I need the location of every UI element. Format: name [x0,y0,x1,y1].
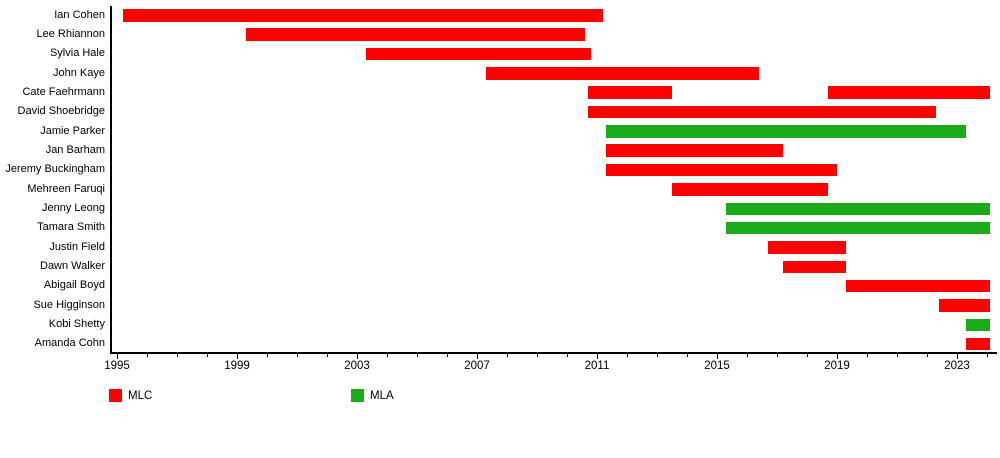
gantt-bar-mla [726,221,990,235]
gantt-bar-mlc [828,86,990,99]
major-tick [117,353,119,359]
gantt-bar-mla [606,125,966,138]
row-label: Dawn Walker [40,260,105,273]
minor-tick [687,353,689,357]
row-label: Kobi Shetty [48,318,105,331]
row-label: Jan Barham [45,143,105,156]
minor-tick [927,353,929,357]
gantt-bar-mlc [366,47,591,61]
x-tick-label: 2007 [464,360,490,372]
gantt-bar-mlc [588,105,936,119]
minor-tick [267,353,269,357]
row-label: Jeremy Buckingham [5,163,105,176]
gantt-bar-mlc [846,279,990,293]
gantt-bar-mlc [588,86,672,99]
gantt-bar-mlc [783,260,846,274]
gantt-bar-mlc [606,163,837,177]
gantt-bar-mlc [486,67,759,80]
minor-tick [327,353,329,357]
row-label: Sylvia Hale [49,47,105,60]
mla-legend-label: MLA [370,390,394,402]
row-label: David Shoebridge [17,105,105,118]
row-label: Amanda Cohn [34,337,105,350]
major-tick [597,353,599,359]
major-tick [477,353,479,359]
minor-tick [507,353,509,357]
minor-tick [177,353,179,357]
gantt-bar-mla [966,318,990,332]
minor-tick [207,353,209,357]
gantt-bar-mlc [966,337,990,351]
minor-tick [417,353,419,357]
x-tick-label: 2003 [344,360,370,372]
minor-tick [627,353,629,357]
row-label: Jenny Leong [42,202,105,214]
major-tick [357,353,359,359]
row-label: John Kaye [53,66,105,79]
gantt-bar-mlc [939,299,990,312]
minor-tick [147,353,149,357]
row-label: Abigail Boyd [43,279,105,292]
legend: MLC MLA [0,389,1000,405]
x-tick-label: 1999 [224,360,250,372]
minor-tick [777,353,779,357]
mlc-legend-label: MLC [128,390,153,402]
gantt-bar-mlc [768,241,846,254]
row-label: Tamara Smith [37,221,105,234]
x-tick-label: 2015 [704,360,730,372]
minor-tick [897,353,899,357]
x-tick-label: 2019 [824,360,850,372]
minor-tick [567,353,569,357]
row-label: Mehreen Faruqi [27,182,105,195]
mlc-color-swatch [109,389,122,402]
x-axis-line [110,352,997,354]
row-label: Justin Field [49,240,105,253]
minor-tick [867,353,869,357]
mla-color-swatch [351,389,364,402]
row-label: Jamie Parker [40,124,105,137]
minor-tick [537,353,539,357]
minor-tick [387,353,389,357]
gantt-bar-mlc [123,9,603,22]
minor-tick [447,353,449,357]
gantt-bar-mla [726,202,990,215]
x-tick-label: 2023 [944,360,970,372]
gantt-bar-mlc [606,144,783,157]
major-tick [957,353,959,359]
major-tick [237,353,239,359]
x-tick-label: 2011 [584,360,610,372]
y-axis-line [110,6,112,353]
minor-tick [807,353,809,357]
gantt-bar-mlc [672,183,828,196]
gantt-bar-mlc [246,28,585,41]
x-tick-label: 1995 [104,360,130,372]
minor-tick [657,353,659,357]
row-label: Lee Rhiannon [36,27,105,40]
row-label: Sue Higginson [33,298,105,311]
minor-tick [297,353,299,357]
minor-tick [987,353,989,357]
minor-tick [747,353,749,357]
major-tick [717,353,719,359]
major-tick [837,353,839,359]
row-label: Ian Cohen [54,8,105,21]
row-label: Cate Faehrmann [22,85,105,98]
